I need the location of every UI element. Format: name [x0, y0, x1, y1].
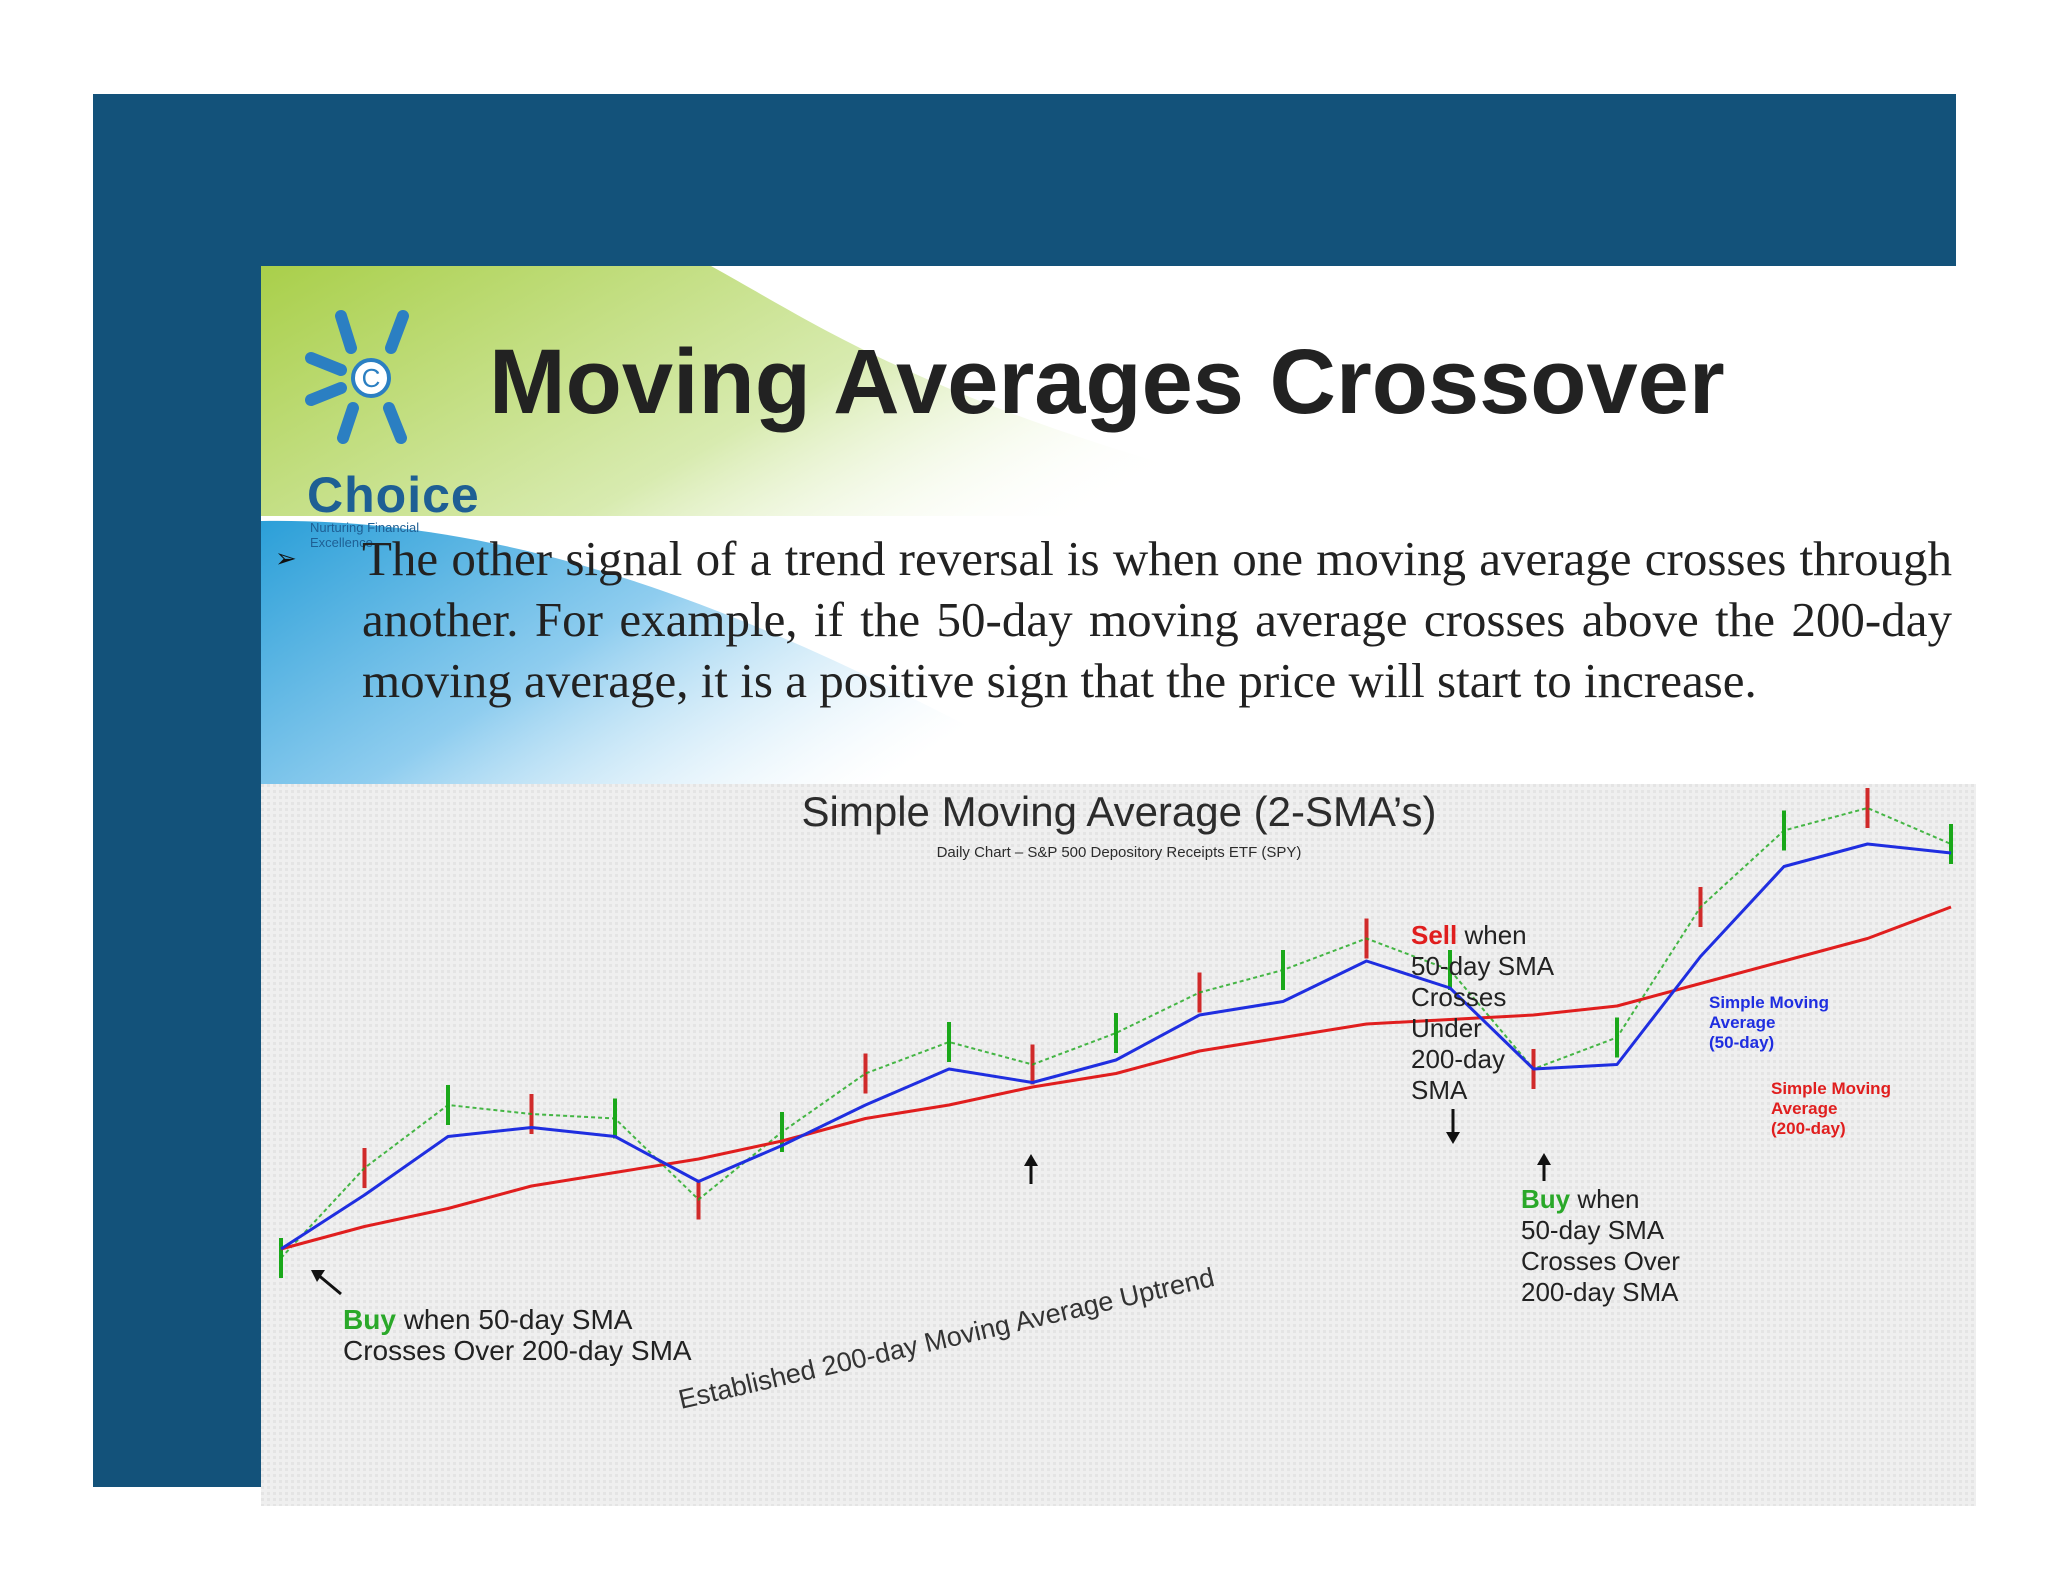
- sell-annotation-line: Crosses: [1411, 982, 1506, 1012]
- sma-chart-svg: Simple Moving Average (2-SMA’s) Daily Ch…: [261, 784, 1976, 1506]
- sma200-label-line: (200-day): [1771, 1119, 1846, 1138]
- buy-annotation-bottom-line2: Crosses Over 200-day SMA: [343, 1335, 692, 1366]
- buy-annotation-right-line: 50-day SMA: [1521, 1215, 1665, 1245]
- bullet-text: The other signal of a trend reversal is …: [362, 531, 1952, 708]
- sma50-label-line: (50-day): [1709, 1033, 1774, 1052]
- buy-annotation-right-line: 200-day SMA: [1521, 1277, 1679, 1307]
- sunburst-icon: C: [305, 310, 409, 444]
- buy-annotation-right: Buy when 50-day SMA Crosses Over 200-day…: [1521, 1153, 1680, 1307]
- sell-annotation-line: Under: [1411, 1013, 1482, 1043]
- slide-header-decoration: [261, 266, 1361, 786]
- slide-title: Moving Averages Crossover: [489, 331, 1725, 433]
- brand-mark-letter: C: [362, 363, 381, 393]
- sma50-label-line: Simple Moving: [1709, 993, 1829, 1012]
- sma50-label-line: Average: [1709, 1013, 1775, 1032]
- slide: C Choice Nurturing Financial Excellence …: [261, 266, 1976, 1506]
- sma200-label: Simple Moving Average (200-day): [1771, 1079, 1891, 1138]
- sma200-label-line: Average: [1771, 1099, 1837, 1118]
- chart-subtitle: Daily Chart – S&P 500 Depository Receipt…: [937, 844, 1302, 861]
- buy-arrow-bottom-left: [311, 1270, 342, 1296]
- sma-chart: Simple Moving Average (2-SMA’s) Daily Ch…: [261, 784, 1976, 1506]
- sell-annotation-line: 200-day: [1411, 1044, 1505, 1074]
- brand-name: Choice: [307, 467, 480, 523]
- buy-annotation-right-line: Crosses Over: [1521, 1246, 1680, 1276]
- buy-annotation-right-line1: Buy when: [1521, 1184, 1640, 1214]
- sma200-label-line: Simple Moving: [1771, 1079, 1891, 1098]
- sma50-line: [280, 842, 1952, 1251]
- price-line: [280, 806, 1952, 1259]
- chart-title: Simple Moving Average (2-SMA’s): [802, 788, 1437, 835]
- sell-annotation-line1: Sell when: [1411, 920, 1527, 950]
- sma50-label: Simple Moving Average (50-day): [1709, 993, 1829, 1052]
- brand-tagline: Nurturing Financial Excellence: [310, 520, 420, 550]
- uptrend-arrow: [1024, 1154, 1038, 1184]
- slide-frame: C Choice Nurturing Financial Excellence …: [93, 94, 1976, 1506]
- choice-logo: C Choice Nurturing Financial Excellence: [283, 288, 483, 550]
- sell-annotation-line: 50-day SMA: [1411, 951, 1555, 981]
- sell-annotation: Sell when 50-day SMA Crosses Under 200-d…: [1411, 920, 1555, 1144]
- chart-background: [261, 784, 1976, 1506]
- arrow-bullet-icon: ➢: [275, 544, 297, 574]
- series-group: [279, 788, 1953, 1278]
- sell-annotation-line: SMA: [1411, 1075, 1468, 1105]
- buy-annotation-bottom: Buy when 50-day SMA: [343, 1304, 633, 1335]
